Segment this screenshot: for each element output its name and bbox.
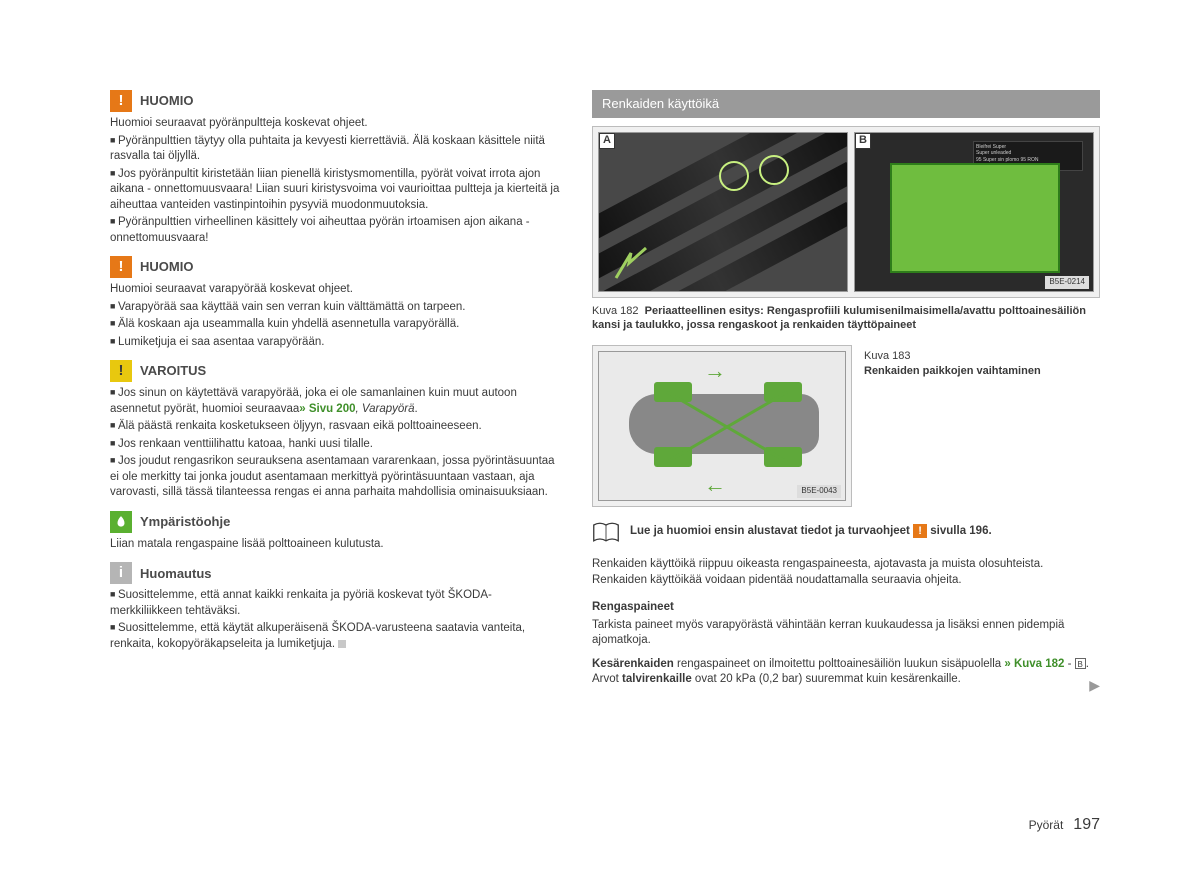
page-footer: Pyörät 197 bbox=[1029, 814, 1100, 836]
bullet: Älä koskaan aja useammalla kuin yhdellä … bbox=[110, 317, 564, 333]
paragraph: Kesärenkaiden rengaspaineet on ilmoitett… bbox=[592, 657, 1100, 688]
caution-icon: ! bbox=[110, 360, 132, 382]
bullet: Lumiketjuja ei saa asentaa varapyörään. bbox=[110, 335, 564, 351]
warning-icon: ! bbox=[110, 256, 132, 278]
bullet: Jos joudut rengasrikon seurauksena asent… bbox=[110, 454, 564, 501]
bullet: Jos renkaan venttiilihattu katoaa, hanki… bbox=[110, 437, 564, 453]
end-marker bbox=[338, 640, 346, 648]
figure-182-caption: Kuva 182 Periaatteellinen esitys: Rengas… bbox=[592, 304, 1100, 334]
figure-code: B5E-0214 bbox=[1045, 276, 1089, 289]
figure-label-a: A bbox=[599, 133, 615, 149]
left-column: ! HUOMIO Huomioi seuraavat pyöränpulttej… bbox=[110, 90, 564, 700]
callout-title: HUOMIO bbox=[140, 92, 193, 110]
info-icon: i bbox=[110, 562, 132, 584]
figure-label-b: B bbox=[855, 133, 871, 149]
figure-183-caption: Kuva 183 Renkaiden paikkojen vaihtaminen bbox=[864, 345, 1100, 507]
callout-title: HUOMIO bbox=[140, 258, 193, 276]
read-first-notice: Lue ja huomioi ensin alustavat tiedot ja… bbox=[592, 521, 1100, 543]
figure-182a-image: A bbox=[598, 132, 848, 292]
bullet: Pyöränpulttien virheellinen käsittely vo… bbox=[110, 215, 564, 246]
bullet: Suosittelemme, että käytät alkuperäisenä… bbox=[110, 621, 564, 652]
callout-title: Ympäristöohje bbox=[140, 513, 230, 531]
continue-icon: ▶ bbox=[1089, 676, 1100, 695]
cross-ref[interactable]: » Sivu 200 bbox=[299, 403, 355, 415]
page-number: 197 bbox=[1073, 814, 1100, 836]
section-header: Renkaiden käyttöikä bbox=[592, 90, 1100, 118]
figure-code: B5E-0043 bbox=[797, 485, 841, 498]
callout-huomio-2: ! HUOMIO Huomioi seuraavat varapyörää ko… bbox=[110, 256, 564, 350]
callout-intro: Huomioi seuraavat pyöränpultteja koskeva… bbox=[110, 116, 564, 132]
paragraph: Renkaiden käyttöikä riippuu oikeasta ren… bbox=[592, 557, 1100, 588]
environment-icon bbox=[110, 511, 132, 533]
callout-huomautus: i Huomautus Suosittelemme, että annat ka… bbox=[110, 562, 564, 652]
bullet: Älä päästä renkaita kosketukseen öljyyn,… bbox=[110, 419, 564, 435]
right-column: Renkaiden käyttöikä A B Bleifrei SuperSu… bbox=[592, 90, 1100, 700]
ref-box-b: B bbox=[1075, 658, 1086, 669]
figure-182b-image: B Bleifrei SuperSuper unleaded95 Super s… bbox=[854, 132, 1094, 292]
figure-182: A B Bleifrei SuperSuper unleaded95 Super… bbox=[592, 126, 1100, 298]
warning-icon: ! bbox=[110, 90, 132, 112]
bullet: Varapyörää saa käyttää vain sen verran k… bbox=[110, 300, 564, 316]
bullet: Jos pyöränpultit kiristetään liian piene… bbox=[110, 167, 564, 214]
cross-ref[interactable]: » Kuva 182 bbox=[1004, 658, 1064, 670]
figure-183: → ← B5E-0043 bbox=[592, 345, 852, 507]
callout-ymparisto: Ympäristöohje Liian matala rengaspaine l… bbox=[110, 511, 564, 553]
bullet: Suosittelemme, että annat kaikki renkait… bbox=[110, 588, 564, 619]
footer-section: Pyörät bbox=[1029, 817, 1064, 833]
bullet: Pyöränpulttien täytyy olla puhtaita ja k… bbox=[110, 134, 564, 165]
callout-huomio-1: ! HUOMIO Huomioi seuraavat pyöränpulttej… bbox=[110, 90, 564, 246]
callout-intro: Huomioi seuraavat varapyörää koskevat oh… bbox=[110, 282, 564, 298]
subheading: Rengaspaineet bbox=[592, 600, 1100, 616]
callout-title: Huomautus bbox=[140, 565, 212, 583]
callout-text: Liian matala rengaspaine lisää polttoain… bbox=[110, 537, 564, 553]
paragraph: Tarkista paineet myös varapyörästä vähin… bbox=[592, 618, 1100, 649]
book-icon bbox=[592, 521, 620, 543]
callout-varoitus: ! VAROITUS Jos sinun on käytettävä varap… bbox=[110, 360, 564, 501]
figure-183-image: → ← B5E-0043 bbox=[598, 351, 846, 501]
callout-title: VAROITUS bbox=[140, 362, 206, 380]
bullet: Jos sinun on käytettävä varapyörää, joka… bbox=[110, 386, 564, 417]
warning-icon: ! bbox=[913, 524, 927, 538]
